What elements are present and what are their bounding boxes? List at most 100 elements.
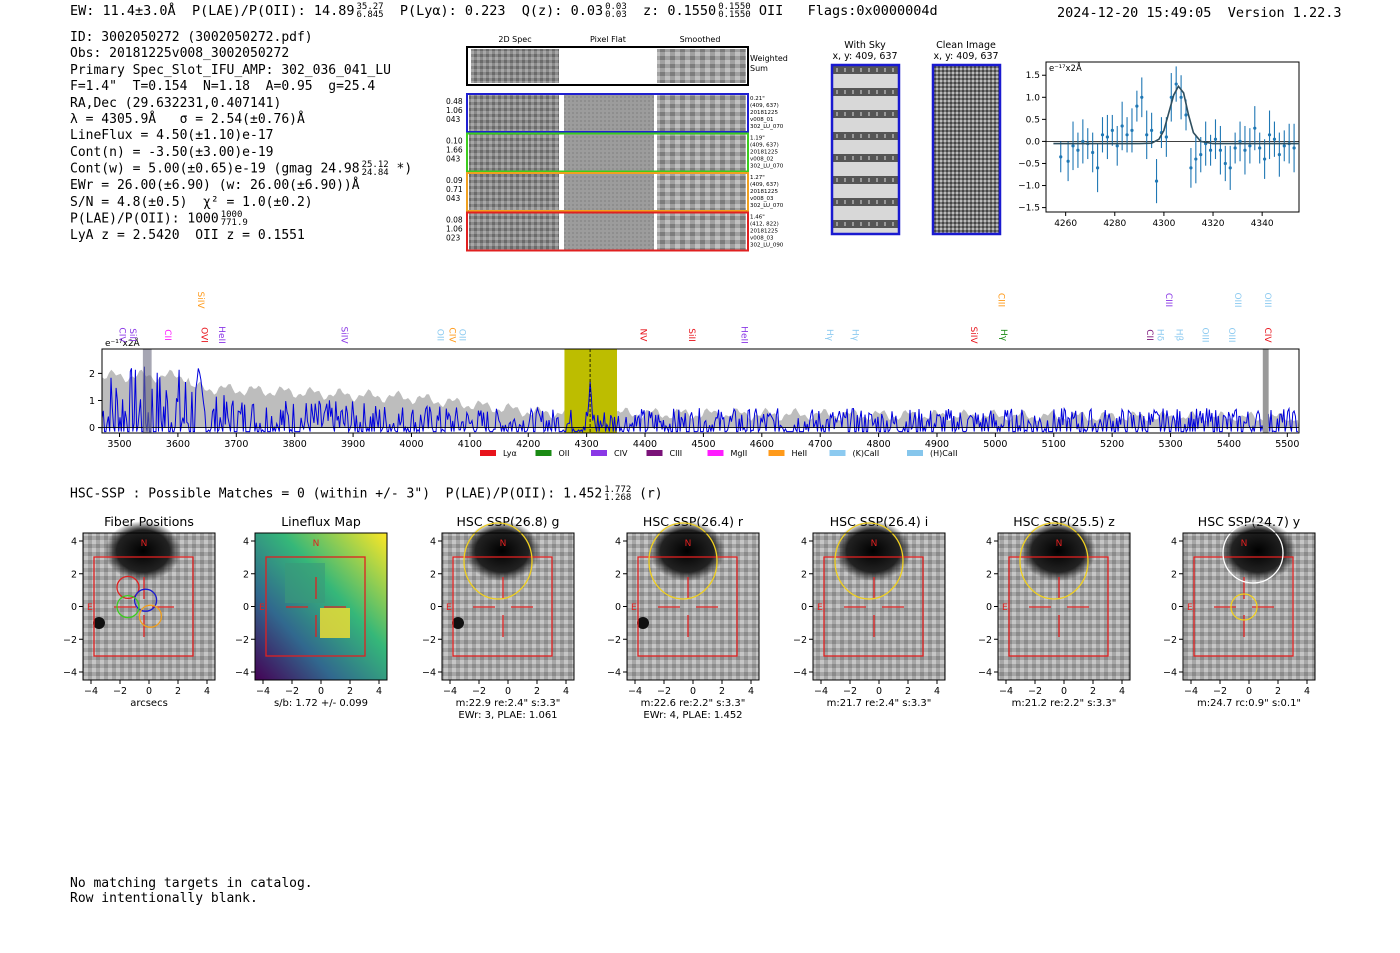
full-spec-xtick-label: 3600 xyxy=(166,439,190,450)
spectral-line-label: Hδ xyxy=(1155,329,1165,342)
info-contw-hi: 25.12 xyxy=(361,160,389,171)
legend-swatch xyxy=(907,450,923,456)
hsc-panel-frame xyxy=(82,532,216,681)
info-contw-text: Cont(w) = 5.00(±0.65)e-19 (gmag 24.98 xyxy=(70,161,360,177)
header-qz-hi: 0.03 xyxy=(605,2,627,12)
hsc-ytick-label: −4 xyxy=(422,668,436,679)
small-spec-frame xyxy=(1045,61,1300,213)
small-spec-point xyxy=(1110,128,1114,132)
aperture-circle xyxy=(1230,593,1258,621)
north-label: N xyxy=(1241,539,1248,549)
hsc-xtick-label: 0 xyxy=(318,686,324,697)
fiber-left-label: 043 xyxy=(446,115,461,124)
full-spec-xtick-label: 4900 xyxy=(925,439,949,450)
hsc-ytick-label: −4 xyxy=(607,668,621,679)
small-spec-ytick-label: −1.0 xyxy=(1018,182,1040,192)
header-ew: EW: 11.4±3.0Å xyxy=(70,3,176,19)
fiber-pixel-flat xyxy=(564,134,654,171)
compact-source xyxy=(452,617,464,629)
fiber-right-label: v008_03 xyxy=(750,196,774,202)
legend-label: HeII xyxy=(792,449,808,458)
bright-source xyxy=(835,521,911,581)
info-contw-end: *) xyxy=(396,161,413,177)
full-spec-xtick-label: 3800 xyxy=(283,439,307,450)
small-spec-ytick-label: 0.5 xyxy=(1026,115,1040,125)
hsc-xtick-label: −2 xyxy=(1213,686,1227,697)
hsc-xtick-label: 2 xyxy=(1090,686,1096,697)
hsc-ytick-label: 2 xyxy=(615,569,621,580)
legend-swatch xyxy=(480,450,496,456)
hsc-xtick-label: −2 xyxy=(285,686,299,697)
legend-swatch xyxy=(646,450,663,456)
spectral-line-label: SiII xyxy=(127,328,137,342)
fiber-right-label: v008_02 xyxy=(750,157,774,163)
full-spec-xtick-label: 5400 xyxy=(1217,439,1241,450)
hsc-xtick-label: −2 xyxy=(472,686,486,697)
info-radec: RA,Dec (29.632231,0.407141) xyxy=(70,95,282,111)
small-spec-point xyxy=(1179,95,1183,99)
header-plya: P(Lyα): 0.223 xyxy=(399,3,506,19)
header-z-line: OII xyxy=(758,3,784,19)
small-spec-point xyxy=(1272,137,1277,141)
spectral-line-label: OIII xyxy=(1232,292,1242,307)
spectral-line-label: Hγ xyxy=(824,329,834,342)
hsc-panel-caption: arcsecs xyxy=(130,698,168,709)
small-spec-point xyxy=(1258,146,1262,150)
info-contw: Cont(w) = 5.00(±0.65)e-19 (gmag 24.98 25.… xyxy=(70,161,412,178)
hsc-ytick-label: 0 xyxy=(243,602,249,613)
full-spec-sky xyxy=(102,369,1299,428)
spectral-line-label: SiIV xyxy=(195,291,205,309)
col-title-smoothed: Smoothed xyxy=(680,35,721,44)
hsc-panel-title: HSC SSP(24.7) y xyxy=(1198,514,1301,529)
hsc-xtick-label: 2 xyxy=(175,686,181,697)
aperture-square xyxy=(93,556,194,657)
fiber-row-frame xyxy=(466,93,749,133)
small-spec-xtick-label: 4280 xyxy=(1103,219,1126,229)
small-spec-point xyxy=(1267,133,1272,137)
full-spec-xtick-label: 4200 xyxy=(516,439,540,450)
bright-source xyxy=(464,521,540,581)
bright-source xyxy=(1020,521,1096,581)
header-qz-lo: 0.03 xyxy=(605,10,627,20)
small-spec-point xyxy=(1095,166,1100,170)
small-spec-point xyxy=(1150,128,1154,132)
hsc-panel-caption: EWr: 4, PLAE: 1.452 xyxy=(643,710,742,721)
hsc-xtick-label: 4 xyxy=(376,686,382,697)
with-sky-xy: x, y: 409, 637 xyxy=(832,51,897,62)
fiber-left-label: 1.06 xyxy=(446,225,463,234)
hsc-panel-frame xyxy=(254,532,388,681)
header-qz-range: 0.03 0.03 xyxy=(605,2,627,20)
small-spec-point xyxy=(1100,133,1105,137)
compact-source xyxy=(637,617,649,629)
fiber-right-label: 20181225 xyxy=(750,229,778,235)
hsc-plae-band: (r) xyxy=(639,486,663,502)
small-spec-point xyxy=(1228,166,1232,170)
bright-source xyxy=(1220,521,1296,581)
small-spec-xtick-label: 4300 xyxy=(1152,219,1175,229)
hsc-ytick-label: −4 xyxy=(793,668,807,679)
hsc-panels: Fiber Positions N E −4 −4 −2 −2 0 0 2 2 4 4 arcsecs Li… xyxy=(63,514,1316,721)
small-spec-point xyxy=(1204,142,1208,146)
hsc-cutout-image xyxy=(998,533,1130,680)
small-spec-point xyxy=(1159,130,1164,135)
info-fit: F=1.4" T=0.154 N=1.18 A=0.95 g=25.4 xyxy=(70,79,376,95)
fiber-right-label: 1.19" xyxy=(750,136,765,142)
hsc-cutout-image xyxy=(83,533,215,680)
small-spec-point xyxy=(1263,157,1267,161)
hsc-summary-text: HSC-SSP : Possible Matches = 0 (within +… xyxy=(70,486,603,502)
hsc-ytick-label: 0 xyxy=(986,602,992,613)
emission-line-fit-plot: 4260 4280 4300 4320 4340 1.5 1.0 0.5 0.0 −0.5 −1.0… xyxy=(1018,61,1300,229)
small-spec-point xyxy=(1213,137,1218,141)
clean-image-xy: x, y: 409, 637 xyxy=(933,51,998,62)
fiber-right-label: 1.27" xyxy=(750,175,765,181)
small-spec-point xyxy=(1208,148,1213,152)
small-spec-point xyxy=(1154,179,1159,183)
fiber-left-label: 0.08 xyxy=(446,216,463,225)
spectral-line-label: OIII xyxy=(1200,327,1210,342)
info-id: ID: 3002050272 (3002050272.pdf) xyxy=(70,30,313,45)
full-spec-mask-right xyxy=(1262,349,1269,433)
full-spec-xtick-label: 4100 xyxy=(458,439,482,450)
small-spec-point xyxy=(1292,146,1296,150)
full-spec-unit-label: e⁻¹⁷x2Å xyxy=(105,337,141,349)
